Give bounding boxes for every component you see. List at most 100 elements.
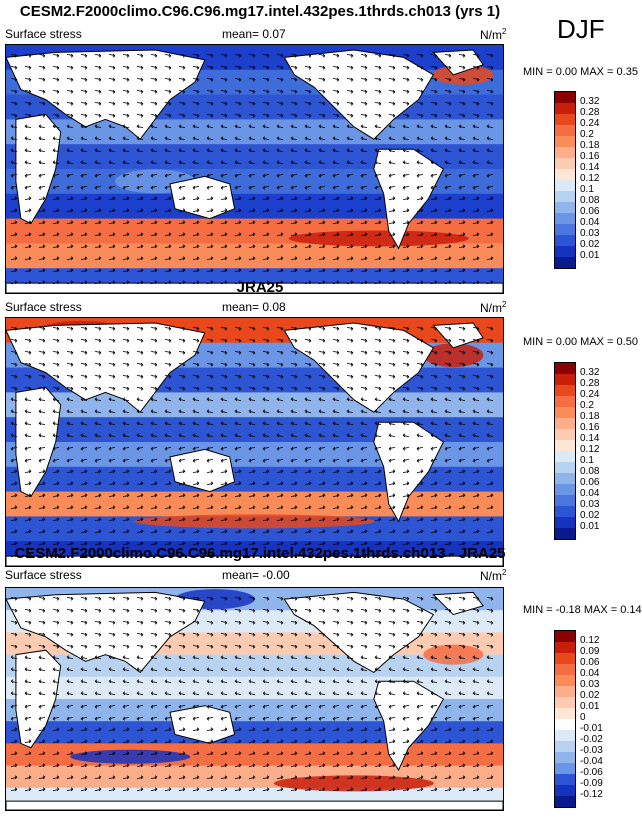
vector-arrow (178, 53, 186, 58)
vector-arrow (52, 232, 60, 237)
vector-arrow (402, 244, 410, 249)
vector-arrow (332, 644, 340, 649)
vector-arrow (262, 679, 270, 684)
vector-arrow (346, 481, 354, 486)
vector-arrow (332, 362, 340, 367)
vector-arrow (458, 208, 466, 213)
vector-arrow (402, 541, 410, 546)
vector-arrow (458, 644, 466, 649)
vector-arrow (248, 655, 256, 660)
vector-arrow (458, 505, 466, 510)
vector-arrow (290, 655, 298, 660)
vector-arrow (192, 409, 200, 414)
colorbar-cell (555, 451, 575, 462)
vector-arrow (24, 596, 32, 601)
vector-arrow (192, 751, 200, 756)
vector-arrow (248, 326, 256, 331)
vector-arrow (304, 160, 312, 165)
colorbar-tick-label: 0.24 (580, 118, 600, 129)
vector-arrow (220, 667, 228, 672)
vector-arrow (234, 704, 242, 709)
vector-arrow (10, 280, 18, 285)
vector-arrow (472, 65, 480, 70)
vector-arrow (374, 716, 382, 721)
vector-arrow (290, 596, 298, 601)
vector-arrow (10, 493, 18, 498)
vector-arrow (458, 433, 466, 438)
vector-arrow (206, 268, 214, 273)
vector-arrow (416, 691, 424, 696)
vector-arrow (416, 77, 424, 82)
vector-arrow (304, 655, 312, 660)
vector-arrow (234, 481, 242, 486)
vector-arrow (304, 421, 312, 426)
vector-arrow (402, 655, 410, 660)
vector-arrow (136, 280, 144, 285)
vector-arrow (234, 446, 242, 451)
vector-arrow (430, 256, 438, 261)
vector-arrow (220, 409, 228, 414)
vector-arrow (136, 208, 144, 213)
vector-arrow (374, 679, 382, 684)
vector-arrow (416, 704, 424, 709)
vector-arrow (332, 751, 340, 756)
vector-arrow (52, 421, 60, 426)
vector-arrow (346, 458, 354, 463)
vector-arrow (304, 775, 312, 780)
vector-arrow (262, 763, 270, 768)
vector-arrow (318, 77, 326, 82)
vector-arrow (38, 386, 46, 391)
vector-arrow (374, 409, 382, 414)
vector-arrow (486, 529, 494, 534)
vector-arrow (304, 529, 312, 534)
colorbar-cell (555, 796, 575, 807)
vector-arrow (444, 148, 452, 153)
vector-arrow (304, 101, 312, 106)
panel-2-units: N/m2 (480, 300, 507, 315)
vector-arrow (374, 256, 382, 261)
vector-arrow (38, 220, 46, 225)
vector-arrow (206, 65, 214, 70)
vector-arrow (80, 326, 88, 331)
vector-arrow (178, 433, 186, 438)
vector-arrow (374, 326, 382, 331)
vector-arrow (332, 53, 340, 58)
vector-arrow (164, 529, 172, 534)
vector-arrow (234, 268, 242, 273)
colorbar-cell (555, 440, 575, 451)
colorbar-cell (555, 752, 575, 763)
vector-arrow (402, 667, 410, 672)
vector-arrow (346, 185, 354, 190)
vector-arrow (80, 763, 88, 768)
vector-arrow (332, 481, 340, 486)
vector-arrow (416, 620, 424, 625)
vector-arrow (52, 256, 60, 261)
vector-arrow (472, 148, 480, 153)
vector-arrow (472, 386, 480, 391)
vector-arrow (178, 338, 186, 343)
vector-arrow (248, 787, 256, 792)
vector-arrow (388, 679, 396, 684)
vector-arrow (220, 716, 228, 721)
vector-arrow (318, 620, 326, 625)
vector-arrow (304, 763, 312, 768)
vector-arrow (416, 679, 424, 684)
vector-arrow (234, 787, 242, 792)
vector-arrow (444, 739, 452, 744)
vector-arrow (10, 338, 18, 343)
vector-arrow (304, 739, 312, 744)
vector-arrow (150, 608, 158, 613)
vector-arrow (430, 667, 438, 672)
vector-arrow (108, 493, 116, 498)
vector-arrow (276, 374, 284, 379)
vector-arrow (416, 326, 424, 331)
vector-arrow (318, 280, 326, 285)
vector-arrow (164, 268, 172, 273)
vector-arrow (346, 53, 354, 58)
vector-arrow (80, 481, 88, 486)
vector-arrow (430, 232, 438, 237)
colorbar-cell (555, 180, 575, 191)
vector-arrow (290, 196, 298, 201)
vector-arrow (472, 763, 480, 768)
vector-arrow (346, 397, 354, 402)
